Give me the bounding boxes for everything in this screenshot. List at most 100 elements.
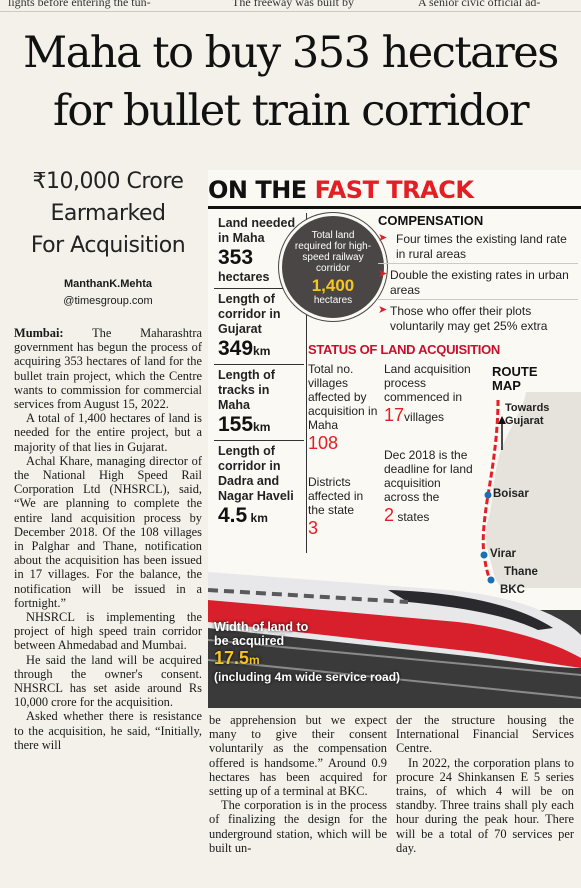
total-land-circle: Total land required for high-speed railw… bbox=[279, 213, 387, 321]
coastline-land bbox=[485, 392, 581, 588]
subhead-line-2: Earmarked bbox=[50, 201, 166, 226]
fact-unit: km bbox=[253, 344, 271, 358]
fact-value: 349 bbox=[218, 337, 254, 360]
headline-line-1: Maha to buy 353 hectares bbox=[23, 28, 559, 78]
station-dot-virar bbox=[480, 551, 488, 559]
fact-unit: hectares bbox=[218, 270, 270, 284]
headline-line-2: for bullet train corridor bbox=[52, 86, 530, 136]
col3-paragraph-2: In 2022, the corporation plans to procur… bbox=[396, 755, 574, 855]
fact-land-maha: Land needed in Maha 353 hectares bbox=[214, 213, 304, 289]
fact-label: Land needed in Maha bbox=[218, 216, 296, 245]
arrow-icon: ➤ bbox=[378, 268, 388, 280]
compensation-item-text: Four times the existing land rate in rur… bbox=[396, 232, 567, 261]
title-rule bbox=[208, 206, 581, 209]
circle-label: Total land required for high-speed railw… bbox=[294, 230, 372, 274]
status-deadline-label: Dec 2018 is the deadline for land acquis… bbox=[384, 448, 473, 504]
fact-label: Length of corridor in Gujarat bbox=[218, 292, 281, 336]
width-value-line: 17.5m bbox=[214, 648, 400, 670]
width-unit: m bbox=[249, 653, 260, 667]
rail bbox=[208, 659, 581, 699]
width-info: Width of land to be acquired 17.5m (incl… bbox=[214, 620, 400, 685]
article-body-col1: Mumbai: The Maharashtra government has b… bbox=[14, 326, 202, 752]
arrow-up-icon bbox=[498, 416, 506, 424]
status-villages-value: 108 bbox=[308, 433, 339, 453]
status-process: Land acquisition process commenced in 17… bbox=[384, 362, 474, 428]
fact-value: 155 bbox=[218, 413, 254, 436]
bullet-train-image bbox=[208, 572, 581, 708]
rail bbox=[208, 639, 581, 676]
circle-unit: hectares bbox=[313, 295, 353, 306]
station-boisar: Boisar bbox=[493, 488, 529, 500]
status-districts-value: 3 bbox=[308, 518, 319, 538]
width-value: 17.5 bbox=[214, 648, 250, 668]
paragraph-5: He said the land will be acquired throug… bbox=[14, 652, 202, 710]
dateline: Mumbai: bbox=[14, 326, 64, 340]
status-process-value: 17 bbox=[384, 405, 405, 425]
fact-label: Length of tracks in Maha bbox=[218, 368, 275, 412]
subhead-line-3: For Acquisition bbox=[30, 233, 186, 258]
train-red-livery bbox=[208, 600, 581, 668]
paragraph-2: A total of 1,400 hectares of land is nee… bbox=[14, 411, 202, 454]
status-villages-label: Total no. villages affected by acquisiti… bbox=[308, 362, 378, 432]
status-districts: Districts affected in the state 3 bbox=[308, 475, 380, 539]
infographic: ON THE FAST TRACK Land needed in Maha 35… bbox=[208, 170, 581, 708]
status-districts-label: Districts affected in the state bbox=[308, 475, 364, 517]
author-email: @timesgroup.com bbox=[63, 295, 153, 307]
article-body-col3: der the structure housing the Internatio… bbox=[396, 713, 574, 855]
train-windshield bbox=[388, 590, 553, 630]
subheadline: ₹10,000 Crore Earmarked For Acquisition bbox=[14, 166, 202, 262]
status-process-label: Land acquisition process commenced in bbox=[384, 362, 471, 404]
col3-paragraph-1: der the structure housing the Internatio… bbox=[396, 713, 574, 756]
paragraph-1: Mumbai: The Maharashtra government has b… bbox=[14, 326, 202, 411]
compensation-heading: COMPENSATION bbox=[378, 213, 484, 228]
compensation-item-text: Those who offer their plots voluntarily … bbox=[390, 304, 548, 333]
fact-tracks-maha: Length of tracks in Maha 155km bbox=[214, 365, 304, 441]
route-map bbox=[480, 392, 581, 588]
train-windows bbox=[208, 588, 409, 604]
paragraph-4: NHSRCL is implementing the project of hi… bbox=[14, 610, 202, 653]
status-deadline-unit: states bbox=[394, 510, 430, 524]
article-body-col2: be apprehension but we expect many to gi… bbox=[209, 713, 387, 855]
paragraph-3: Achal Khare, managing director of the Na… bbox=[14, 453, 202, 610]
station-virar: Virar bbox=[490, 548, 517, 560]
fact-unit: km bbox=[253, 420, 271, 434]
fact-value: 353 bbox=[218, 246, 254, 269]
status-deadline-value-line: 2 states bbox=[384, 504, 474, 528]
width-note: (including 4m wide service road) bbox=[214, 670, 401, 684]
paragraph-1-text: The Maharashtra government has begun the… bbox=[14, 326, 202, 412]
author-name: ManthanK.Mehta bbox=[64, 278, 152, 290]
compensation-item: ➤ Double the existing rates in urban area… bbox=[378, 266, 578, 300]
graphic-title: ON THE FAST TRACK bbox=[208, 176, 474, 204]
route-map-heading: ROUTE MAP bbox=[492, 365, 538, 393]
route-heading-line-2: MAP bbox=[492, 378, 521, 393]
route-line bbox=[481, 399, 500, 581]
width-label: Width of land to be acquired bbox=[214, 620, 309, 648]
graphic-title-black: ON THE bbox=[208, 176, 315, 204]
compensation-item: ➤ Four times the existing land rate in ru… bbox=[378, 230, 578, 264]
col2-paragraph-1: be apprehension but we expect many to gi… bbox=[209, 713, 387, 799]
compensation-item-text: Double the existing rates in urban areas bbox=[390, 268, 569, 297]
status-process-unit: villages bbox=[404, 410, 445, 424]
fact-label: Length of corridor in Dadra and Nagar Ha… bbox=[218, 444, 294, 503]
graphic-title-red: FAST TRACK bbox=[314, 176, 474, 204]
fact-length-gujarat: Length of corridor in Gujarat 349km bbox=[214, 289, 304, 365]
status-process-value-line: 17villages bbox=[384, 404, 474, 428]
station-dot-boisar bbox=[484, 491, 492, 499]
fact-unit: km bbox=[247, 511, 268, 525]
circle-value: 1,400 bbox=[311, 276, 355, 295]
status-deadline: Dec 2018 is the deadline for land acquis… bbox=[384, 448, 474, 528]
headline: Maha to buy 353 hectares for bullet trai… bbox=[0, 24, 581, 140]
status-villages: Total no. villages affected by acquisiti… bbox=[308, 362, 380, 454]
fact-value: 4.5 bbox=[218, 504, 248, 527]
compensation-box: COMPENSATION ➤ Four times the existing la… bbox=[378, 213, 578, 335]
left-column: ₹10,000 Crore Earmarked For Acquisition … bbox=[14, 166, 202, 752]
byline: ManthanK.Mehta @timesgroup.com bbox=[14, 276, 202, 310]
paragraph-6: Asked whether there is resistance to the… bbox=[14, 709, 202, 752]
route-heading-line-1: ROUTE bbox=[492, 364, 538, 379]
station-thane: Thane bbox=[504, 566, 538, 578]
arrow-icon: ➤ bbox=[378, 232, 388, 244]
arrow-icon: ➤ bbox=[378, 304, 388, 316]
strip-text-1: lights before entering the tun- bbox=[8, 0, 151, 9]
previous-article-strip: lights before entering the tun- The free… bbox=[0, 0, 581, 12]
fact-dadra-haveli: Length of corridor in Dadra and Nagar Ha… bbox=[214, 441, 304, 531]
